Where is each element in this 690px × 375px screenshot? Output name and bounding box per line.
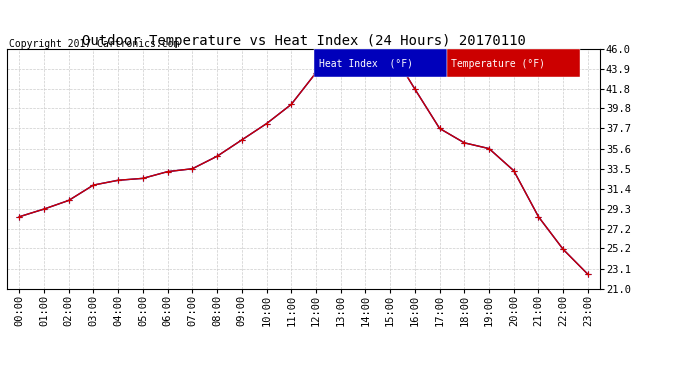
Text: Heat Index  (°F): Heat Index (°F) [319,58,413,69]
Text: Temperature (°F): Temperature (°F) [451,58,544,69]
Title: Outdoor Temperature vs Heat Index (24 Hours) 20170110: Outdoor Temperature vs Heat Index (24 Ho… [81,34,526,48]
Text: Copyright 2017 Cartronics.com: Copyright 2017 Cartronics.com [9,39,179,49]
